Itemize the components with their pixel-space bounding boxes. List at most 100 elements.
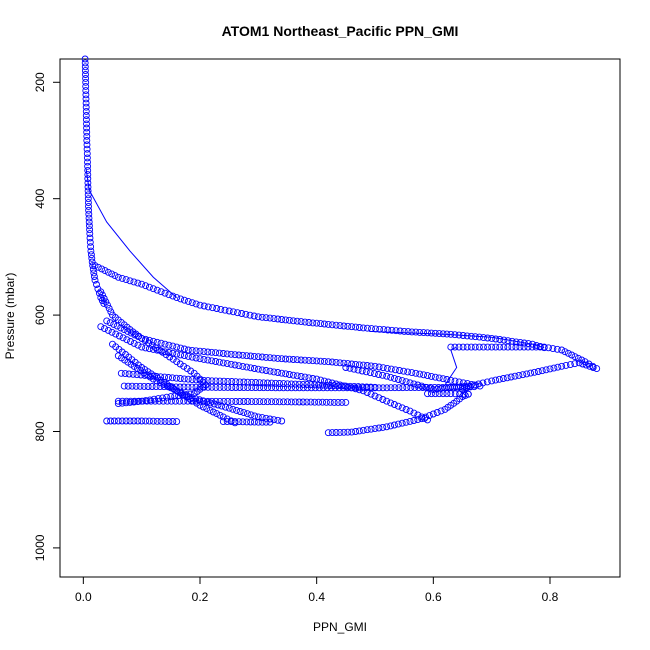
data-point [200,376,208,384]
data-point [278,316,286,323]
data-point [262,367,270,374]
data-point [142,282,150,290]
data-point [538,367,546,375]
data-point [85,218,93,226]
data-point [289,371,297,379]
data-point [169,349,177,357]
data-point [258,366,266,374]
data-point [148,383,156,390]
data-point [118,397,126,405]
data-point [208,348,216,356]
y-tick-label: 1000 [33,534,47,561]
data-point [562,361,570,369]
data-point [130,417,138,425]
data-point [219,413,227,421]
data-point [367,362,375,370]
data-point [402,406,410,413]
data-point [299,384,307,392]
data-point [424,329,431,337]
data-point [217,305,225,313]
data-point [523,370,531,378]
data-point [309,319,317,327]
data-point [404,328,412,336]
data-point [204,303,212,311]
data-point [104,301,111,309]
data-point [287,398,295,406]
data-point [359,383,366,391]
data-point [519,371,527,379]
data-point [133,371,141,379]
data-point [163,382,171,390]
data-point [83,150,91,158]
data-point [192,300,200,308]
data-point [87,247,95,255]
data-point [94,263,102,271]
data-point [383,364,391,372]
data-point [484,343,492,351]
data-point [370,370,378,378]
data-point [83,128,91,136]
data-point [184,397,192,405]
data-point [363,384,371,392]
data-point [354,383,362,391]
data-point [579,360,587,368]
data-point [111,272,119,280]
data-point [203,405,211,413]
data-point [354,366,362,374]
data-point [107,308,115,316]
data-point [460,382,468,390]
data-point [371,384,379,392]
data-point [511,372,519,380]
data-point [575,359,583,367]
data-point [81,59,89,67]
data-point [495,375,503,383]
data-point [379,396,387,403]
data-point [236,398,244,405]
data-point [156,383,164,391]
x-axis-label: PPN_GMI [313,620,367,634]
data-point [153,417,161,425]
data-point [234,309,241,317]
data-point [258,418,266,426]
data-point [390,374,398,382]
data-point [200,348,208,356]
data-point [435,374,443,382]
data-point [359,426,367,434]
data-point [328,429,336,437]
data-point [140,382,148,390]
data-point [188,346,196,354]
data-point [439,375,447,383]
data-point [420,371,428,379]
data-point [323,384,331,392]
data-point [437,384,445,392]
data-point [123,336,131,344]
data-point [101,325,108,333]
data-point [406,407,414,415]
data-point [324,358,332,366]
data-point [118,274,126,282]
data-point [84,191,92,199]
data-point [90,269,98,277]
data-point [125,370,133,378]
data-point [256,379,264,387]
data-point [208,383,216,391]
data-point [172,374,180,382]
data-point [138,280,146,288]
data-point [153,338,161,346]
x-axis: 0.0 0.2 0.4 0.6 0.8 [75,576,559,604]
data-point [291,380,299,388]
data-point [311,384,319,392]
data-point [260,384,268,392]
data-point [499,375,507,382]
data-point [427,372,435,380]
data-point [161,373,169,381]
data-point [157,373,165,381]
data-point [410,409,418,417]
data-point [141,371,149,379]
data-point [235,418,243,426]
data-point [424,372,431,380]
data-point [475,343,483,351]
data-point [416,328,424,336]
data-point [250,418,258,426]
plot-frame [59,58,621,578]
